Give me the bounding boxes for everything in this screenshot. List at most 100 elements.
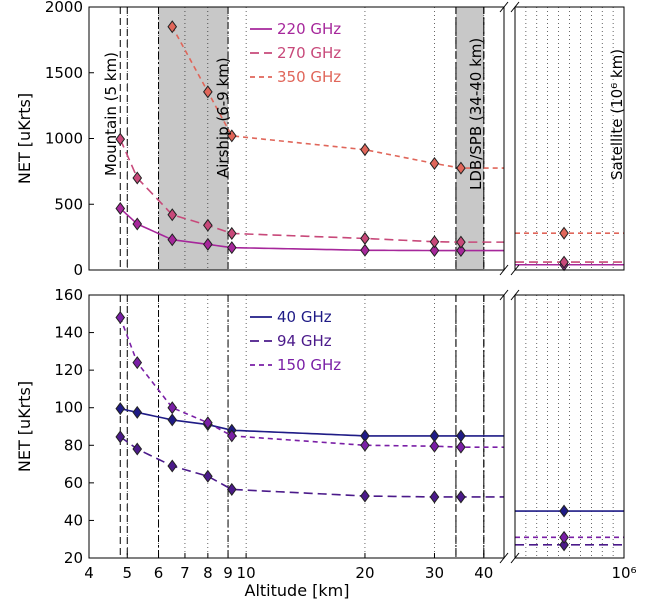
mountain-label: Mountain (5 km) xyxy=(102,52,120,176)
y-tick-label: 80 xyxy=(64,436,83,454)
data-point xyxy=(203,218,213,232)
data-point xyxy=(429,490,440,504)
data-point xyxy=(226,429,237,443)
satellite-point xyxy=(559,255,569,269)
airship-label: Airship (6-9 km) xyxy=(214,57,232,178)
x-tick-label: 8 xyxy=(203,564,213,582)
data-point xyxy=(203,237,213,251)
data-point xyxy=(167,20,178,34)
satellite-point xyxy=(559,538,569,552)
y-tick-label: 1000 xyxy=(45,130,83,148)
data-point xyxy=(203,469,213,483)
y-tick-label: 20 xyxy=(64,549,83,567)
data-point xyxy=(167,413,178,427)
x-tick-label: 40 xyxy=(474,564,493,582)
data-point xyxy=(360,143,370,157)
x-tick-label: 7 xyxy=(180,564,190,582)
axis-break-mark xyxy=(499,552,509,564)
axis-break-mark xyxy=(510,1,520,13)
axis-break-mark xyxy=(499,289,509,301)
data-point xyxy=(456,429,466,443)
series-line-40-ghz xyxy=(120,407,504,437)
series-line-94-ghz xyxy=(119,436,504,498)
data-point xyxy=(115,132,126,146)
data-point xyxy=(115,311,126,325)
data-point xyxy=(203,85,213,99)
legend-label: 220 GHz xyxy=(277,20,341,38)
series-line-150-ghz xyxy=(119,317,504,448)
axis-break-mark xyxy=(510,552,520,564)
shaded-region-2 xyxy=(455,7,484,270)
satellite-point xyxy=(559,226,569,240)
data-point xyxy=(115,430,126,444)
y-tick-label: 0 xyxy=(73,261,83,279)
legend-label: 270 GHz xyxy=(277,44,341,62)
y-tick-label: 500 xyxy=(54,195,83,213)
legend-label: 94 GHz xyxy=(277,332,332,350)
satellite-label: Satellite (10⁶ km) xyxy=(608,49,626,180)
y-tick-label: 100 xyxy=(54,399,83,417)
y-tick-label: 1500 xyxy=(45,64,83,82)
data-point xyxy=(429,439,440,453)
data-point xyxy=(456,244,466,258)
data-point xyxy=(456,490,466,504)
data-point xyxy=(360,489,370,503)
satellite-frame xyxy=(514,294,625,559)
data-point xyxy=(360,438,370,452)
satellite-point xyxy=(559,504,569,518)
data-point xyxy=(167,401,178,415)
data-point xyxy=(360,243,370,257)
y-tick-label: 120 xyxy=(54,361,83,379)
data-point xyxy=(167,233,178,247)
y-axis-label: NET [uKrts] xyxy=(15,93,34,184)
axis-break-mark xyxy=(499,1,509,13)
y-tick-label: 2000 xyxy=(45,0,83,16)
legend-label: 150 GHz xyxy=(277,356,341,374)
data-point xyxy=(456,440,466,454)
series-line-270-ghz xyxy=(119,138,504,243)
legend-label: 350 GHz xyxy=(277,68,341,86)
data-point xyxy=(429,235,440,249)
data-point xyxy=(167,459,178,473)
x-tick-label: 5 xyxy=(122,564,132,582)
data-point xyxy=(226,241,237,255)
data-point xyxy=(226,482,237,496)
y-axis-label: NET [uKrts] xyxy=(15,381,34,472)
plot-frame xyxy=(88,294,505,559)
legend-label: 40 GHz xyxy=(277,308,332,326)
y-tick-label: 140 xyxy=(54,324,83,342)
satellite-frame xyxy=(514,6,625,271)
x-tick-label: 4 xyxy=(84,564,94,582)
series-line-220-ghz xyxy=(119,207,504,252)
x-axis-label: Altitude [km] xyxy=(245,581,350,600)
x-tick-label: 30 xyxy=(425,564,444,582)
axis-break-mark xyxy=(499,264,509,276)
data-point xyxy=(226,129,237,143)
x-tick-label: 20 xyxy=(355,564,374,582)
data-point xyxy=(115,201,126,215)
data-point xyxy=(115,402,126,416)
x-tick-label: 10 xyxy=(237,564,256,582)
data-point xyxy=(203,416,213,430)
y-tick-label: 40 xyxy=(64,511,83,529)
data-point xyxy=(429,244,440,258)
ldb-spb-label: LDB/SPB (34-40 km) xyxy=(467,38,485,190)
satellite-x-tick-label: 10⁶ xyxy=(611,564,636,582)
axis-break-mark xyxy=(510,264,520,276)
x-tick-label: 9 xyxy=(223,564,233,582)
satellite-point xyxy=(559,530,569,544)
data-point xyxy=(132,442,143,456)
data-point xyxy=(456,161,466,175)
data-point xyxy=(226,226,237,240)
data-point xyxy=(132,217,143,231)
shaded-region-1 xyxy=(158,7,229,270)
data-point xyxy=(360,231,370,245)
y-tick-label: 160 xyxy=(54,286,83,304)
data-point xyxy=(132,171,143,185)
data-point xyxy=(132,356,143,370)
x-tick-label: 6 xyxy=(154,564,164,582)
data-point xyxy=(132,405,143,419)
data-point xyxy=(429,156,440,170)
axis-break-mark xyxy=(510,289,520,301)
